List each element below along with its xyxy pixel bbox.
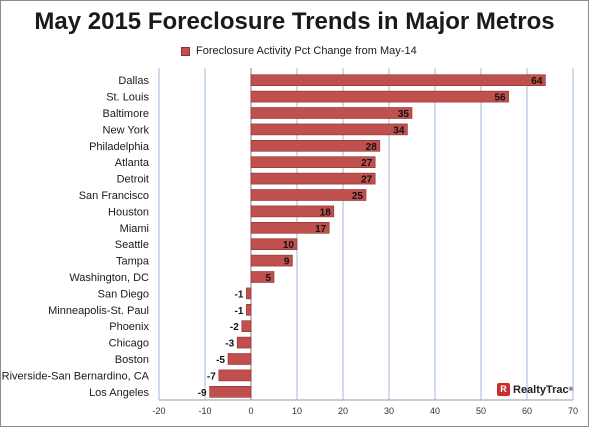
data-label: 35 xyxy=(398,109,410,120)
x-tick-label: 40 xyxy=(430,406,440,416)
category-label: Houston xyxy=(108,206,149,218)
bar xyxy=(209,385,252,398)
bar xyxy=(250,156,376,168)
chart-legend: Foreclosure Activity Pct Change from May… xyxy=(181,45,417,57)
category-label: Dallas xyxy=(118,75,149,87)
logo-trademark: ® xyxy=(568,386,574,393)
bar xyxy=(250,123,408,136)
bar xyxy=(250,271,275,283)
category-label: Riverside-San Bernardino, CA xyxy=(2,370,150,382)
data-label: -7 xyxy=(207,371,216,382)
category-label: Miami xyxy=(120,223,149,235)
data-label: 10 xyxy=(283,240,295,251)
category-label: Detroit xyxy=(117,174,149,186)
bar xyxy=(250,222,330,234)
realtytrac-logo-text: RealtyTrac xyxy=(513,383,569,396)
data-label: -2 xyxy=(230,322,239,333)
x-tick-label: -10 xyxy=(198,406,211,416)
bar xyxy=(236,336,252,349)
category-label: Phoenix xyxy=(109,321,149,333)
x-tick-label: 70 xyxy=(568,406,578,416)
data-label: -3 xyxy=(225,339,234,350)
data-label: 25 xyxy=(352,191,364,202)
x-tick-label: 0 xyxy=(248,406,253,416)
data-label: 27 xyxy=(361,158,373,169)
data-label: 17 xyxy=(315,224,327,235)
category-label: Boston xyxy=(115,354,149,366)
category-label: Baltimore xyxy=(103,108,149,120)
category-label: Minneapolis-St. Paul xyxy=(48,305,149,317)
data-label: 28 xyxy=(366,142,378,153)
data-label: 27 xyxy=(361,175,373,186)
data-label: -5 xyxy=(216,355,225,366)
data-label: -1 xyxy=(234,306,243,317)
category-label: San Diego xyxy=(98,288,149,300)
category-label: Atlanta xyxy=(115,157,150,169)
x-tick-label: 20 xyxy=(338,406,348,416)
realtytrac-logo: R RealtyTrac ® xyxy=(497,383,573,396)
category-label: St. Louis xyxy=(106,92,149,104)
x-tick-label: 60 xyxy=(522,406,532,416)
bar xyxy=(250,140,381,152)
category-label: Tampa xyxy=(116,256,150,268)
legend-label: Foreclosure Activity Pct Change from May… xyxy=(196,45,417,57)
category-label: New York xyxy=(103,124,150,136)
bar xyxy=(246,303,252,316)
bar xyxy=(250,107,413,119)
x-tick-label: 30 xyxy=(384,406,394,416)
category-label: Chicago xyxy=(109,338,149,350)
bar xyxy=(250,238,298,250)
bar xyxy=(250,254,293,267)
category-label: Los Angeles xyxy=(89,387,149,399)
category-label: Washington, DC xyxy=(69,272,149,284)
category-label: Philadelphia xyxy=(89,141,150,153)
bar xyxy=(250,172,376,185)
data-label: 5 xyxy=(265,273,271,284)
bar xyxy=(241,320,252,333)
bar xyxy=(227,353,252,365)
category-label: Seattle xyxy=(115,239,149,251)
data-label: 64 xyxy=(531,76,543,87)
data-label: -1 xyxy=(234,289,243,300)
bar xyxy=(250,90,509,103)
data-label: 34 xyxy=(393,125,405,136)
chart-title: May 2015 Foreclosure Trends in Major Met… xyxy=(34,8,555,35)
category-label: San Francisco xyxy=(79,190,149,202)
bar xyxy=(246,287,252,300)
realtytrac-logo-icon: R xyxy=(497,383,510,396)
x-tick-label: -20 xyxy=(152,406,165,416)
data-label: 18 xyxy=(320,207,332,218)
data-label: 9 xyxy=(284,257,290,268)
legend-swatch xyxy=(181,46,190,56)
bar xyxy=(250,74,546,86)
bar xyxy=(250,189,367,201)
bar xyxy=(250,205,335,218)
data-label: -9 xyxy=(198,388,207,399)
data-label: 56 xyxy=(494,93,506,104)
x-tick-label: 50 xyxy=(476,406,486,416)
bar xyxy=(218,369,252,382)
x-tick-label: 10 xyxy=(292,406,302,416)
